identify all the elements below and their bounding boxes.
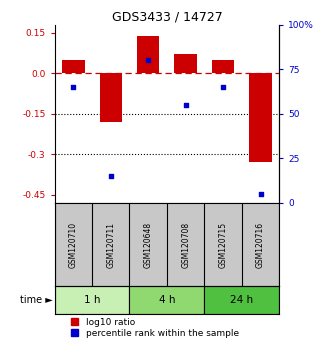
Point [71, 84, 76, 90]
Text: 1 h: 1 h [84, 295, 100, 306]
Text: GSM120648: GSM120648 [144, 222, 153, 268]
Text: GSM120715: GSM120715 [219, 222, 228, 268]
Text: GSM120708: GSM120708 [181, 222, 190, 268]
Point [258, 191, 263, 197]
Bar [100, 73, 122, 122]
Text: 4 h: 4 h [159, 295, 175, 306]
Point [183, 102, 188, 108]
Text: GSM120710: GSM120710 [69, 222, 78, 268]
Bar [249, 73, 272, 162]
Bar [62, 60, 84, 73]
Bar [137, 35, 160, 73]
Text: GSM120716: GSM120716 [256, 222, 265, 268]
Point [108, 173, 113, 179]
Bar [129, 286, 204, 314]
Bar [55, 286, 129, 314]
Title: GDS3433 / 14727: GDS3433 / 14727 [111, 11, 222, 24]
Bar [212, 60, 234, 73]
Point [146, 58, 151, 63]
Text: GSM120711: GSM120711 [106, 222, 115, 268]
Text: time ►: time ► [20, 295, 53, 306]
Point [221, 84, 226, 90]
Bar [174, 55, 197, 73]
Bar [204, 286, 279, 314]
Legend: log10 ratio, percentile rank within the sample: log10 ratio, percentile rank within the … [70, 317, 240, 338]
Text: 24 h: 24 h [230, 295, 253, 306]
